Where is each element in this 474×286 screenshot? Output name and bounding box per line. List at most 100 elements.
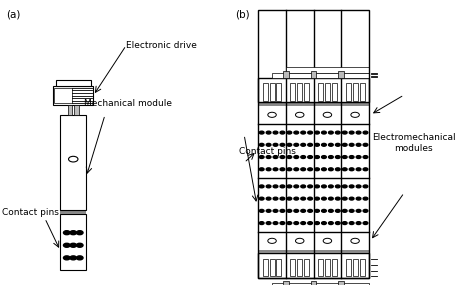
Circle shape xyxy=(328,209,333,212)
Circle shape xyxy=(294,222,299,225)
Circle shape xyxy=(266,185,271,188)
Circle shape xyxy=(266,197,271,200)
Circle shape xyxy=(287,197,292,200)
Circle shape xyxy=(328,143,333,146)
Circle shape xyxy=(266,209,271,212)
Circle shape xyxy=(64,231,70,235)
Bar xyxy=(60,214,86,271)
Circle shape xyxy=(301,197,306,200)
Circle shape xyxy=(351,112,359,117)
Circle shape xyxy=(259,168,264,171)
Bar xyxy=(318,259,323,276)
Circle shape xyxy=(273,156,278,158)
Circle shape xyxy=(356,222,361,225)
Circle shape xyxy=(301,185,306,188)
Circle shape xyxy=(266,131,271,134)
Bar xyxy=(290,259,295,276)
Circle shape xyxy=(273,143,278,146)
Circle shape xyxy=(70,256,76,260)
Circle shape xyxy=(280,131,285,134)
Circle shape xyxy=(259,131,264,134)
Circle shape xyxy=(356,168,361,171)
Circle shape xyxy=(328,156,333,158)
Bar xyxy=(60,115,86,210)
Bar xyxy=(258,102,369,106)
Circle shape xyxy=(315,156,319,158)
Bar xyxy=(346,84,351,101)
Text: Contact pins: Contact pins xyxy=(239,147,296,156)
Circle shape xyxy=(266,222,271,225)
Circle shape xyxy=(323,112,332,117)
Circle shape xyxy=(295,112,304,117)
Circle shape xyxy=(280,197,285,200)
Circle shape xyxy=(308,185,312,188)
Bar xyxy=(258,10,369,277)
Circle shape xyxy=(356,185,361,188)
Bar xyxy=(353,84,357,101)
Bar xyxy=(55,80,91,86)
Bar xyxy=(325,84,330,101)
Circle shape xyxy=(328,131,333,134)
Circle shape xyxy=(70,231,76,235)
Bar xyxy=(258,253,369,277)
Circle shape xyxy=(321,222,326,225)
Circle shape xyxy=(349,197,354,200)
Circle shape xyxy=(336,209,340,212)
Bar xyxy=(363,253,370,276)
Circle shape xyxy=(266,168,271,171)
Circle shape xyxy=(363,143,368,146)
Circle shape xyxy=(69,156,78,162)
Bar xyxy=(297,259,302,276)
Circle shape xyxy=(336,143,340,146)
Circle shape xyxy=(342,197,347,200)
Circle shape xyxy=(294,131,299,134)
Circle shape xyxy=(321,209,326,212)
Circle shape xyxy=(363,168,368,171)
Circle shape xyxy=(349,209,354,212)
Bar xyxy=(346,259,351,276)
Circle shape xyxy=(294,156,299,158)
Circle shape xyxy=(328,185,333,188)
Bar xyxy=(258,78,369,102)
Circle shape xyxy=(363,209,368,212)
Circle shape xyxy=(308,197,312,200)
Bar xyxy=(270,259,274,276)
Text: Electromechanical
modules: Electromechanical modules xyxy=(372,133,456,153)
Circle shape xyxy=(259,185,264,188)
Circle shape xyxy=(356,131,361,134)
Circle shape xyxy=(287,156,292,158)
Circle shape xyxy=(328,168,333,171)
Circle shape xyxy=(280,222,285,225)
Circle shape xyxy=(273,222,278,225)
Circle shape xyxy=(336,156,340,158)
Bar xyxy=(338,281,344,286)
Circle shape xyxy=(349,131,354,134)
Circle shape xyxy=(315,185,319,188)
Text: Mechanical module: Mechanical module xyxy=(84,99,172,108)
Circle shape xyxy=(356,209,361,212)
Circle shape xyxy=(336,222,340,225)
Bar xyxy=(353,259,357,276)
Bar xyxy=(283,71,289,78)
Circle shape xyxy=(273,168,278,171)
Bar xyxy=(297,84,302,101)
Bar xyxy=(360,259,365,276)
Circle shape xyxy=(64,243,70,247)
Bar xyxy=(276,84,282,101)
Bar xyxy=(311,281,317,286)
Circle shape xyxy=(259,222,264,225)
Bar xyxy=(68,105,72,115)
Circle shape xyxy=(259,209,264,212)
Circle shape xyxy=(287,222,292,225)
Circle shape xyxy=(294,197,299,200)
Circle shape xyxy=(315,209,319,212)
Bar xyxy=(263,259,268,276)
Circle shape xyxy=(308,168,312,171)
Bar xyxy=(54,88,72,103)
Circle shape xyxy=(342,168,347,171)
Circle shape xyxy=(363,156,368,158)
Circle shape xyxy=(342,143,347,146)
Bar xyxy=(332,259,337,276)
Circle shape xyxy=(308,131,312,134)
Bar xyxy=(263,84,268,101)
